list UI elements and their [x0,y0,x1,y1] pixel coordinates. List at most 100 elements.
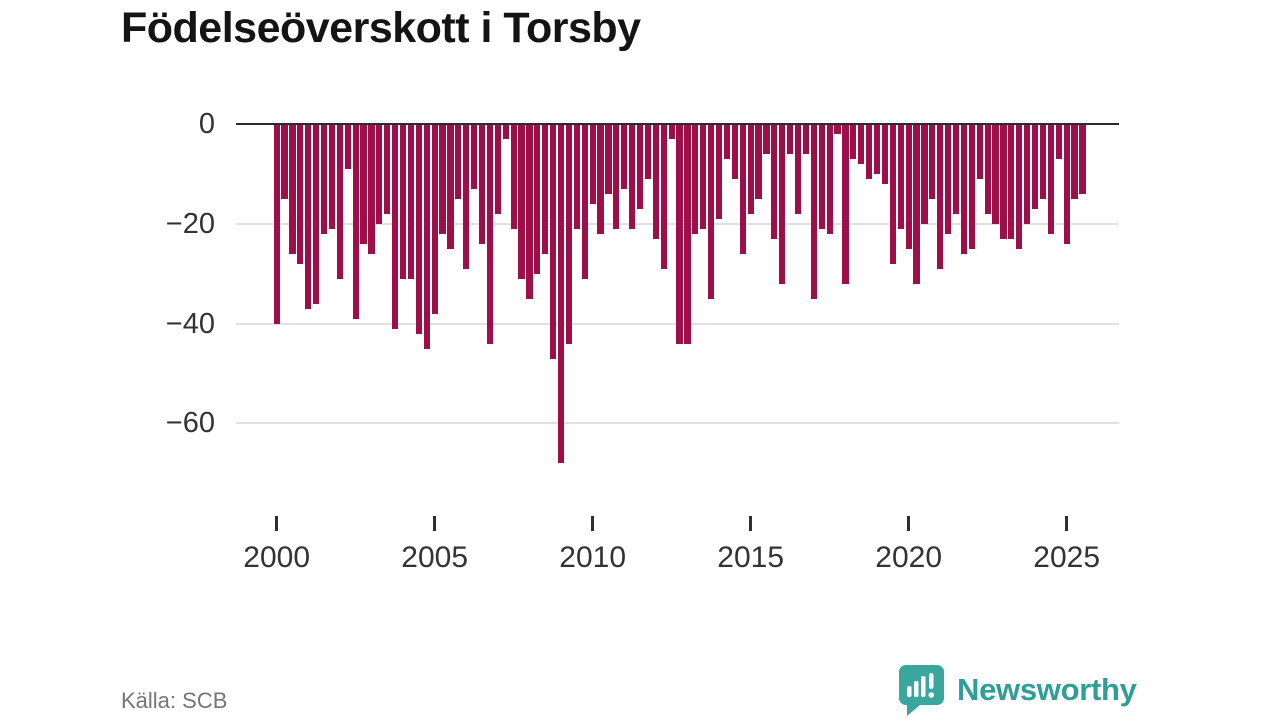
bar-2001Q4 [328,125,336,229]
bar-2011Q3 [636,125,644,209]
bar-2016Q1 [779,125,786,284]
bar-2015Q2 [755,125,762,199]
bar-2004Q3 [415,125,422,334]
bar-2013Q1 [684,125,691,344]
bar-2005Q2 [439,125,446,234]
bar-2016Q2 [787,125,794,154]
x-axis-tick-2015 [749,516,753,531]
bar-2024Q3 [1047,125,1054,234]
bar-2021Q1 [937,125,944,269]
bar-2025Q3 [1079,125,1086,194]
bar-2011Q1 [621,125,628,189]
bar-2023Q2 [1008,125,1015,239]
bar-2015Q3 [763,125,770,154]
bar-2014Q4 [739,125,746,254]
bar-2021Q4 [960,125,968,254]
bar-2009Q4 [581,125,588,279]
x-axis-label: 2015 [717,541,785,574]
x-axis-label: 2010 [559,541,627,574]
bar-2012Q3 [668,125,675,139]
newsworthy-logo: Newsworthy [898,664,1137,716]
y-axis-label: 0 [198,108,215,140]
bar-2010Q2 [597,125,604,234]
bar-2014Q1 [715,125,723,219]
bar-2007Q3 [510,125,517,229]
x-axis-label: 2005 [401,541,469,574]
bar-2015Q1 [747,125,754,214]
bar-2014Q3 [731,125,738,179]
bar-2000Q2 [281,125,288,199]
bar-2015Q4 [771,125,778,239]
bar-2022Q4 [992,125,999,224]
bar-2004Q2 [407,125,415,279]
bar-2012Q2 [660,125,667,269]
bar-2022Q3 [984,125,991,214]
bar-2020Q4 [929,125,936,199]
x-axis-tick-2010 [591,516,595,531]
bar-2019Q1 [873,125,881,174]
bar-2004Q4 [423,125,430,349]
bar-2009Q1 [557,125,565,464]
bar-2013Q4 [708,125,715,299]
x-axis-label: 2025 [1033,541,1101,574]
bar-2023Q1 [1000,125,1007,239]
bar-2023Q3 [1016,125,1023,249]
bar-2010Q1 [589,125,596,204]
bar-2007Q4 [518,125,525,279]
y-axis-label: −60 [165,407,215,440]
bar-2013Q2 [692,125,699,234]
bar-2013Q3 [700,125,707,229]
bar-2018Q4 [866,125,873,179]
bar-2019Q3 [889,125,896,264]
bar-2012Q1 [652,125,659,239]
bar-2022Q2 [976,125,983,179]
x-axis-tick-2025 [1065,516,1069,531]
x-axis-tick-2000 [275,516,279,531]
page-title: Födelseöverskott i Torsby [121,4,641,52]
bar-2016Q4 [802,125,810,154]
bar-chart-speech-bubble-icon [899,665,944,716]
bar-2002Q1 [336,125,343,279]
bar-2005Q1 [431,125,438,314]
bar-2001Q2 [313,125,320,304]
bar-2005Q4 [455,125,462,199]
x-axis-tick-2020 [907,516,911,531]
bar-2017Q4 [834,125,841,134]
bar-2001Q1 [305,125,312,309]
bar-2011Q2 [629,125,636,229]
bar-2007Q1 [494,125,501,214]
x-axis-zero-line [236,123,1119,125]
bar-2017Q3 [826,125,833,234]
bar-2021Q2 [945,125,952,234]
x-axis-label: 2020 [875,541,943,574]
bar-2000Q3 [289,125,296,254]
bar-2003Q1 [368,125,375,254]
source-text: Källa: SCB [121,688,228,713]
bar-2003Q2 [376,125,383,224]
bar-2004Q1 [399,125,407,279]
bar-2025Q2 [1071,125,1078,199]
bar-2008Q4 [550,125,557,359]
bar-2006Q3 [478,125,486,244]
x-axis-label: 2000 [243,541,311,574]
bar-2019Q2 [881,125,889,184]
bar-2011Q4 [644,125,652,179]
gridline-y-60 [236,422,1119,425]
bar-2003Q4 [392,125,399,329]
bar-2010Q3 [605,125,612,194]
bar-2006Q2 [471,125,478,189]
bar-2012Q4 [676,125,683,344]
bar-2025Q1 [1063,125,1070,244]
bar-2007Q2 [502,125,509,139]
bar-2024Q2 [1039,125,1047,199]
bar-2002Q4 [360,125,367,244]
y-axis-label: −40 [165,307,215,340]
bar-2020Q1 [905,125,912,249]
bar-2006Q4 [486,125,494,344]
bar-2018Q2 [850,125,857,159]
bar-2009Q3 [573,125,580,229]
bar-2000Q1 [273,125,280,324]
newsworthy-logo-text: Newsworthy [957,672,1137,707]
y-axis-label: −20 [165,207,215,240]
